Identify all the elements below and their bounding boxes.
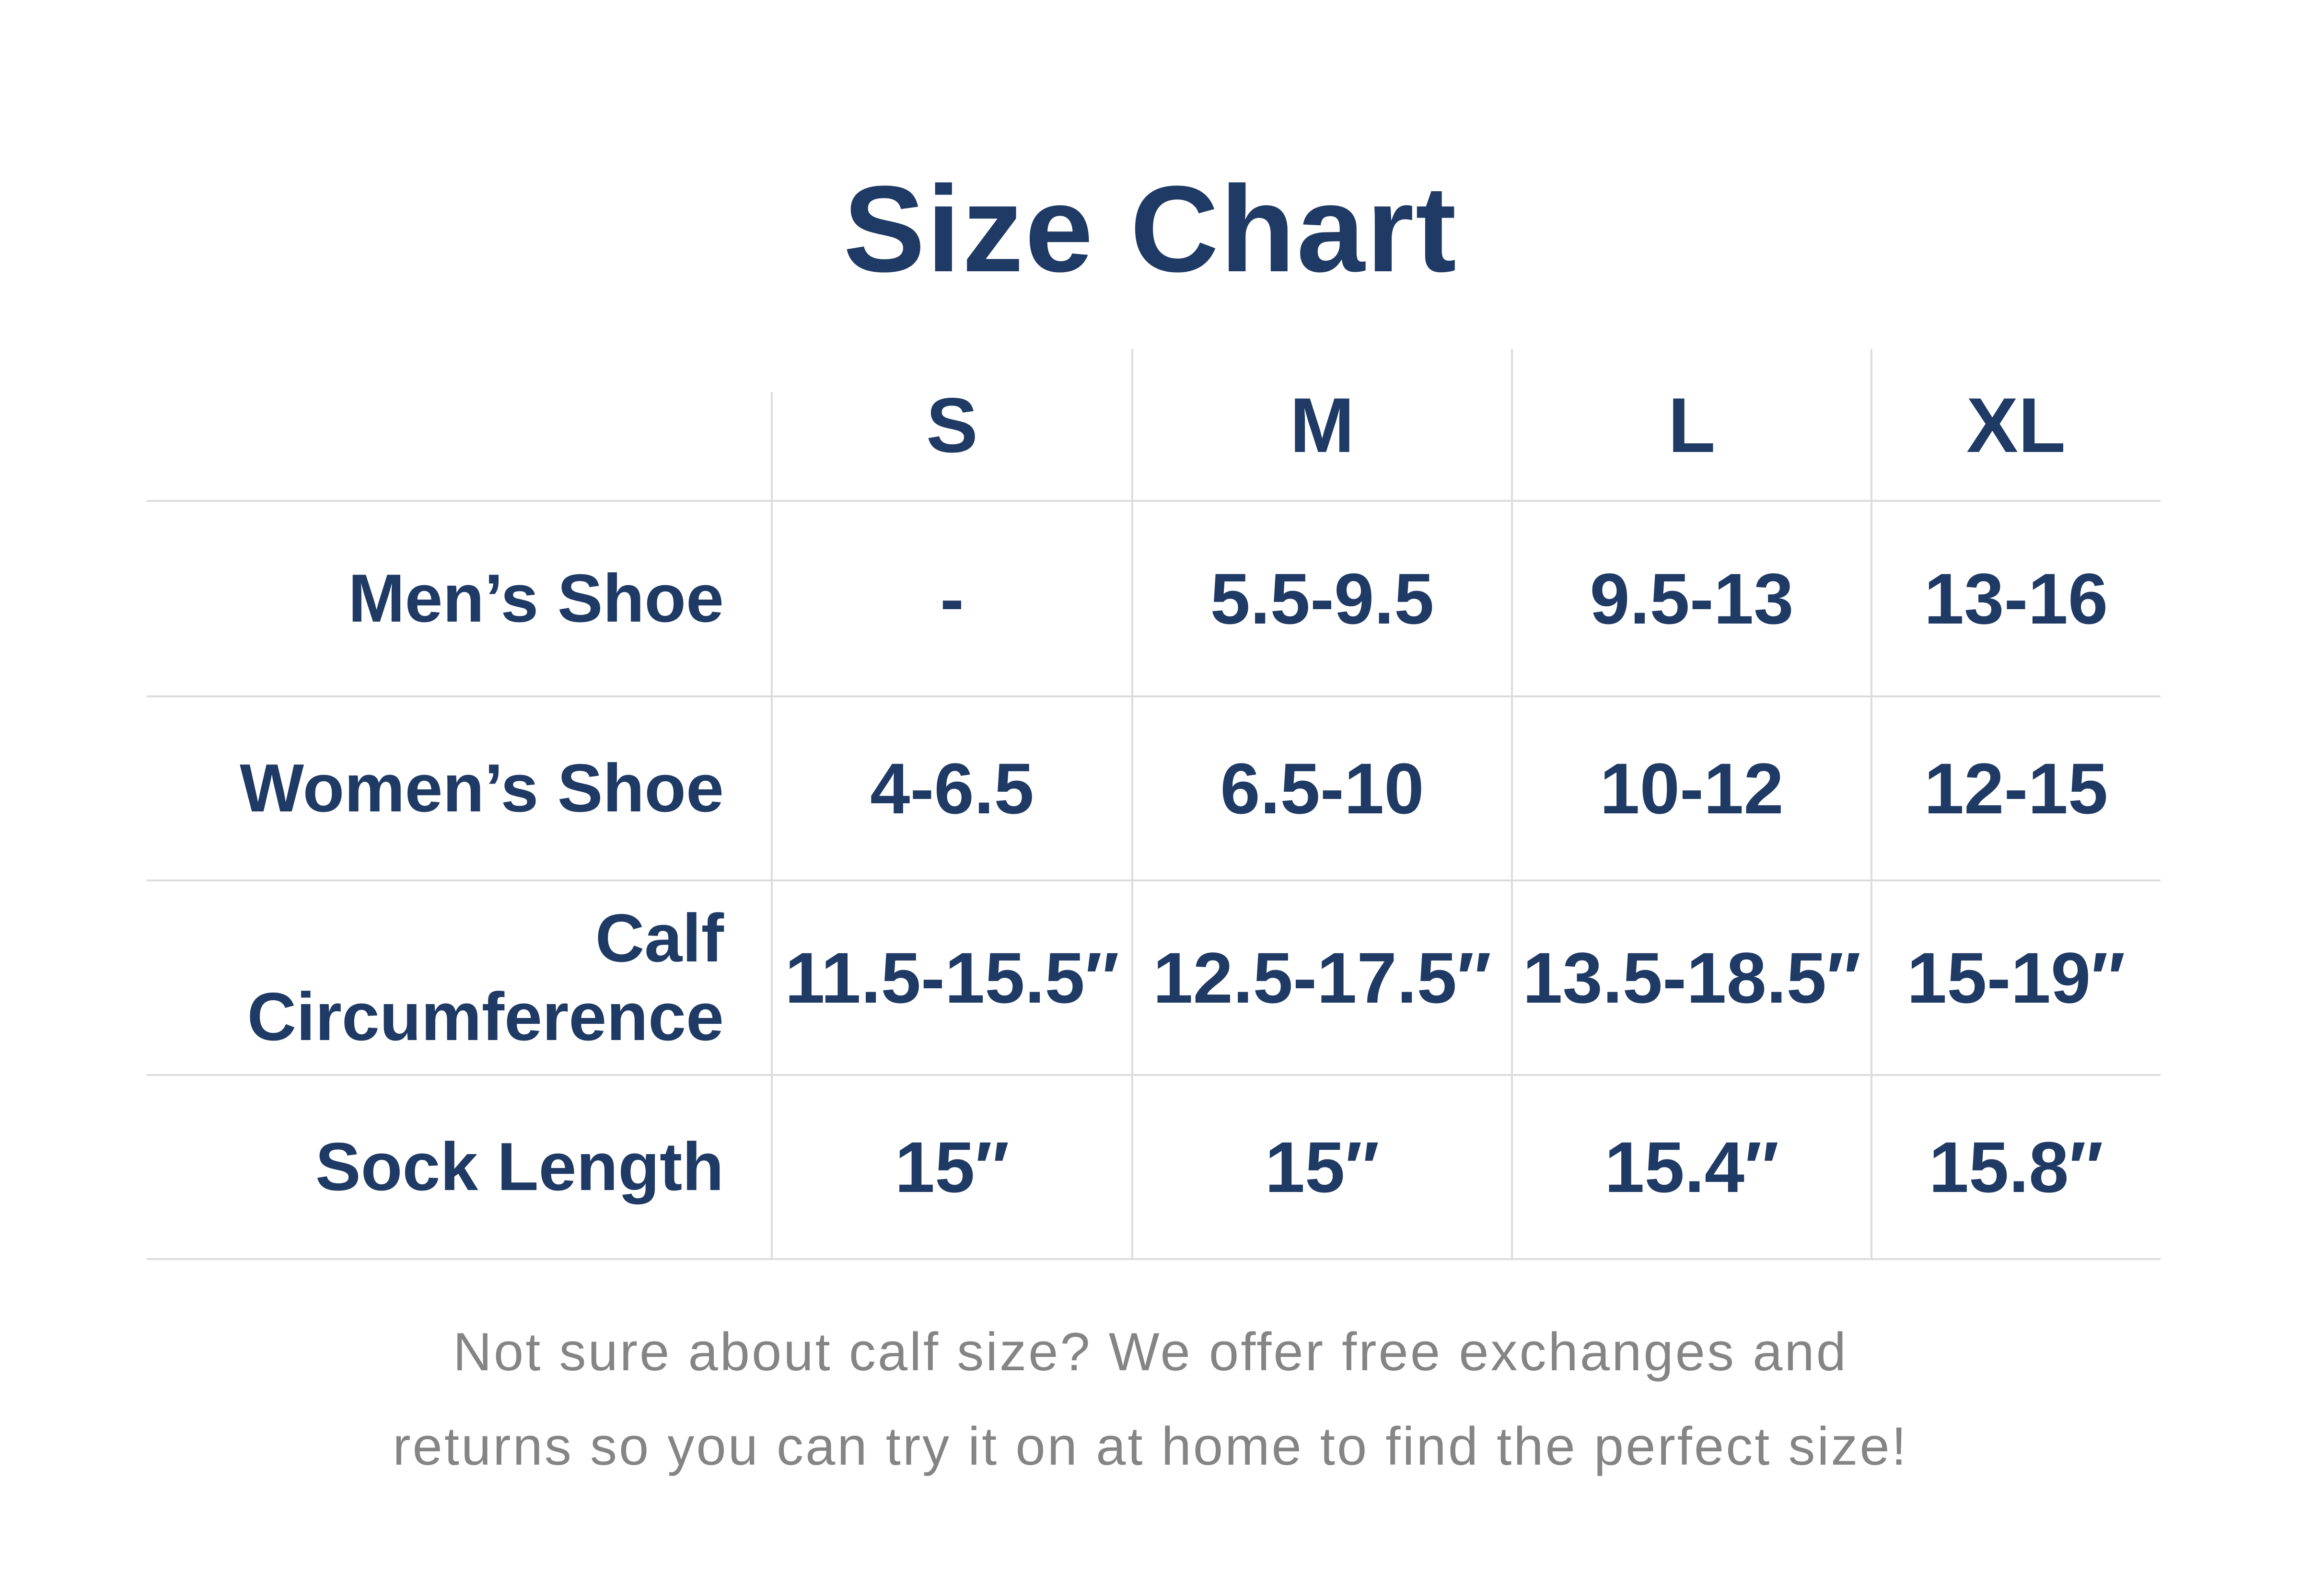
grid-line-vertical-labels-s	[771, 392, 773, 1259]
cell-mens-shoe-m: 5.5-9.5	[1210, 558, 1434, 639]
cell-calf-circumference-l: 13.5-18.5″	[1522, 937, 1861, 1018]
grid-line-horizontal-5	[147, 1258, 2161, 1260]
page-title: Size Chart	[843, 161, 1458, 298]
grid-line-vertical-m-l	[1511, 349, 1513, 1259]
cell-calf-circumference-m: 12.5-17.5″	[1153, 937, 1491, 1018]
cell-calf-circumference-xl: 15-19″	[1906, 937, 2126, 1018]
cell-calf-circumference-s: 11.5-15.5″	[785, 937, 1119, 1018]
grid-line-vertical-s-m	[1131, 349, 1133, 1259]
row-label-mens-shoe: Men’s Shoe	[348, 560, 724, 636]
cell-womens-shoe-m: 6.5-10	[1220, 748, 1424, 829]
column-header-xl: XL	[1966, 382, 2066, 469]
cell-mens-shoe-s: -	[940, 558, 964, 639]
table-corner-spacer	[147, 350, 772, 501]
row-label-womens-shoe: Women’s Shoe	[240, 750, 724, 826]
footer-note-line-1: Not sure about calf size? We offer free …	[453, 1322, 1848, 1382]
cell-sock-length-xl: 15.8″	[1929, 1126, 2103, 1207]
cell-mens-shoe-l: 9.5-13	[1590, 558, 1794, 639]
grid-line-vertical-l-xl	[1871, 349, 1872, 1259]
size-chart-table: S M L XL Men’s Shoe - 5.5-9.5 9.5-13 13-…	[147, 350, 2161, 1259]
column-header-m: M	[1290, 382, 1355, 469]
cell-womens-shoe-s: 4-6.5	[870, 748, 1034, 829]
footer-note: Not sure about calf size? We offer free …	[0, 1305, 2301, 1493]
grid-line-horizontal-4	[147, 1074, 2161, 1076]
cell-mens-shoe-xl: 13-16	[1924, 558, 2108, 639]
grid-line-horizontal-3	[147, 879, 2161, 881]
cell-womens-shoe-l: 10-12	[1600, 748, 1784, 829]
column-header-s: S	[926, 382, 978, 469]
row-label-sock-length: Sock Length	[315, 1129, 724, 1205]
cell-sock-length-s: 15″	[895, 1126, 1010, 1207]
cell-womens-shoe-xl: 12-15	[1924, 748, 2108, 829]
cell-sock-length-m: 15″	[1265, 1126, 1380, 1207]
cell-sock-length-l: 15.4″	[1604, 1126, 1779, 1207]
footer-note-line-2: returns so you can try it on at home to …	[393, 1416, 1908, 1476]
grid-line-horizontal-2	[147, 695, 2161, 697]
grid-line-horizontal-1	[147, 500, 2161, 502]
column-header-l: L	[1668, 382, 1716, 469]
row-label-calf-circumference: Calf Circumference	[247, 900, 724, 1055]
